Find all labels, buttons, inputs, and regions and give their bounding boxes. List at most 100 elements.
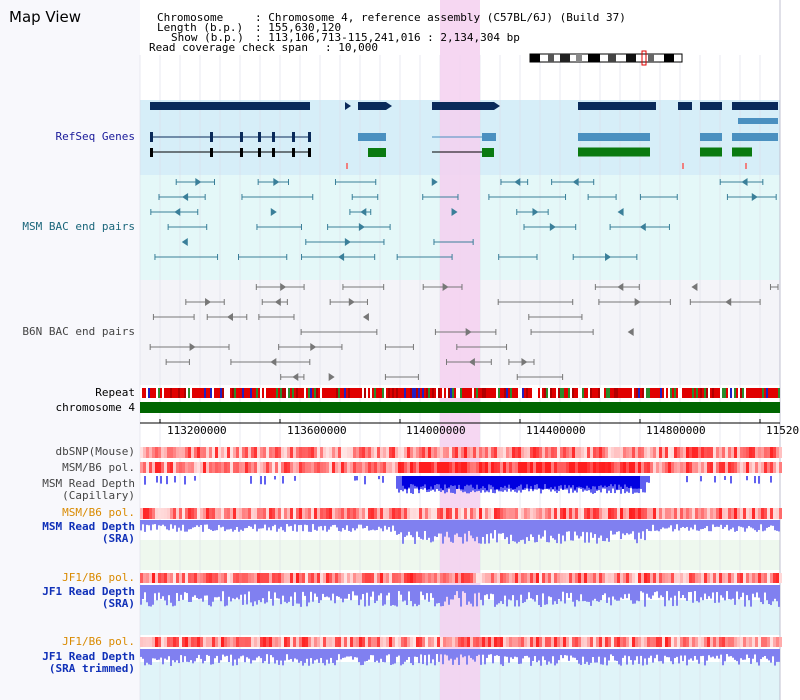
- jf1-depth-trim-bar: [734, 649, 736, 660]
- jf1-depth-trim-bar: [730, 649, 732, 657]
- jf1-b6-pol-label[interactable]: JF1/B6 pol.: [62, 571, 135, 584]
- dbsnp-cell: [605, 447, 608, 458]
- msm-depth-sra-bar: [772, 520, 774, 526]
- msm-depth-sra-bar: [610, 520, 612, 531]
- jf1-b6-pol-trimmed-label[interactable]: JF1/B6 pol.: [62, 635, 135, 648]
- jf1-depth-sra-bar: [262, 585, 264, 599]
- msm-b6-pol-label[interactable]: MSM/B6 pol.: [62, 461, 135, 474]
- jf1-b6-pol-trimmed-cell: [689, 637, 692, 647]
- jf1-b6-pol-trimmed-cell: [632, 637, 635, 647]
- msm-b6-pol-cell: [683, 462, 686, 473]
- jf1-depth-sra-bar: [170, 585, 172, 603]
- msm-depth-sra-bar: [184, 520, 186, 532]
- msm-depth-sra-bar: [594, 520, 596, 535]
- repeat-segment: [472, 388, 474, 398]
- jf1-b6-pol-trimmed-cell: [161, 637, 164, 647]
- repeat-segment: [588, 388, 590, 398]
- msm-depth-sra-bar: [496, 520, 498, 543]
- msm-read-depth-capillary-label[interactable]: MSM Read Depth (Capillary): [42, 477, 135, 502]
- repeat-segment: [270, 388, 272, 398]
- jf1-depth-sra-bar: [594, 585, 596, 599]
- jf1-b6-pol-cell: [389, 573, 392, 583]
- msm-bac-label[interactable]: MSM BAC end pairs: [22, 220, 135, 233]
- jf1-depth-sra-bar: [204, 585, 206, 596]
- msm-depth-sra-bar: [324, 520, 326, 526]
- jf1-b6-pol-cell: [239, 573, 242, 583]
- repeat-segment: [744, 388, 746, 398]
- jf1-depth-sra-bar: [744, 585, 746, 607]
- jf1-depth-sra-bar: [462, 585, 464, 592]
- msm-depth-sra-bar: [290, 520, 292, 526]
- b6n-bac-end: [627, 328, 634, 336]
- refseq-gene-exon: [578, 133, 650, 141]
- msm-b6-pol-sra-cell: [173, 508, 176, 519]
- repeat-segment: [706, 388, 708, 398]
- jf1-depth-sra-bar: [200, 585, 202, 599]
- repeat-segment: [698, 388, 700, 398]
- msm-depth-sra-bar: [532, 520, 534, 538]
- msm-depth-sra-bar: [444, 520, 446, 537]
- msm-b6-pol-cell: [716, 462, 719, 473]
- jf1-read-depth-trimmed-label[interactable]: JF1 Read Depth (SRA trimmed): [42, 650, 135, 675]
- repeat-segment: [528, 388, 530, 398]
- msm-b6-pol-cell: [194, 462, 197, 473]
- jf1-b6-pol-trimmed-cell: [500, 637, 503, 647]
- msm-b6-pol-cell: [368, 462, 371, 473]
- msm-b6-pol-cell: [338, 462, 341, 473]
- dbsnp-label[interactable]: dbSNP(Mouse): [55, 445, 135, 458]
- jf1-depth-sra-bar: [350, 585, 352, 601]
- jf1-depth-sra-bar: [522, 585, 524, 604]
- msm-depth-sra-bar: [352, 520, 354, 529]
- jf1-b6-pol-cell: [515, 573, 518, 583]
- msm-read-depth-sra-label[interactable]: MSM Read Depth (SRA): [42, 520, 135, 545]
- repeat-segment: [332, 388, 334, 398]
- jf1-read-depth-sra-label[interactable]: JF1 Read Depth (SRA): [42, 585, 135, 610]
- repeat-segment: [738, 388, 740, 398]
- msm-b6-pol-sra-cell: [722, 508, 725, 519]
- msm-depth-sra-bar: [264, 520, 266, 525]
- msm-b6-pol-cell: [383, 462, 386, 473]
- jf1-depth-trim-bar: [746, 649, 748, 655]
- jf1-depth-trim-bar: [590, 649, 592, 663]
- msm-b6-pol-sra-cell: [734, 508, 737, 519]
- msm-b6-pol-sra-cell: [293, 508, 296, 519]
- jf1-depth-trim-bar: [768, 649, 770, 661]
- msm-b6-pol-sra-cell: [737, 508, 740, 519]
- jf1-b6-pol-cell: [536, 573, 539, 583]
- jf1-depth-trim-bar: [376, 649, 378, 661]
- msm-b6-pol-cell: [158, 462, 161, 473]
- msm-depth-sra-bar: [664, 520, 666, 529]
- axis-tick-label: 11520: [766, 424, 800, 437]
- msm-b6-pol-cell: [569, 462, 572, 473]
- msm-b6-pol-cell: [728, 462, 731, 473]
- jf1-depth-sra-bar: [242, 585, 244, 605]
- jf1-depth-sra-bar: [770, 585, 772, 606]
- repeat-segment: [174, 388, 176, 398]
- b6n-bac-label[interactable]: B6N BAC end pairs: [22, 325, 135, 338]
- repeat-segment: [438, 388, 440, 398]
- msm-b6-pol-cell: [266, 462, 269, 473]
- jf1-depth-sra-bar: [290, 585, 292, 597]
- dbsnp-cell: [206, 447, 209, 458]
- jf1-b6-pol-cell: [659, 573, 662, 583]
- jf1-depth-sra-bar: [740, 585, 742, 598]
- refseq-genes-label[interactable]: RefSeq Genes: [55, 130, 135, 143]
- msm-depth-sra-bar: [154, 520, 156, 525]
- jf1-depth-sra-bar: [474, 585, 476, 594]
- msm-b6-pol-sra-label[interactable]: MSM/B6 pol.: [62, 506, 135, 519]
- msm-b6-pol-sra-cell: [503, 508, 506, 519]
- dbsnp-cell: [638, 447, 641, 458]
- jf1-depth-trim-bar: [140, 649, 142, 657]
- msm-depth-cap-bar: [274, 476, 276, 480]
- jf1-depth-trim-bar: [328, 649, 330, 664]
- msm-b6-pol-sra-cell: [317, 508, 320, 519]
- dbsnp-cell: [374, 447, 377, 458]
- jf1-depth-sra-bar: [554, 585, 556, 602]
- msm-b6-pol-sra-cell: [665, 508, 668, 519]
- dbsnp-cell: [323, 447, 326, 458]
- jf1-b6-pol-trimmed-cell: [605, 637, 608, 647]
- jf1-b6-pol-trimmed-cell: [560, 637, 563, 647]
- repeat-segment: [760, 388, 762, 398]
- jf1-depth-sra-bar: [202, 585, 204, 602]
